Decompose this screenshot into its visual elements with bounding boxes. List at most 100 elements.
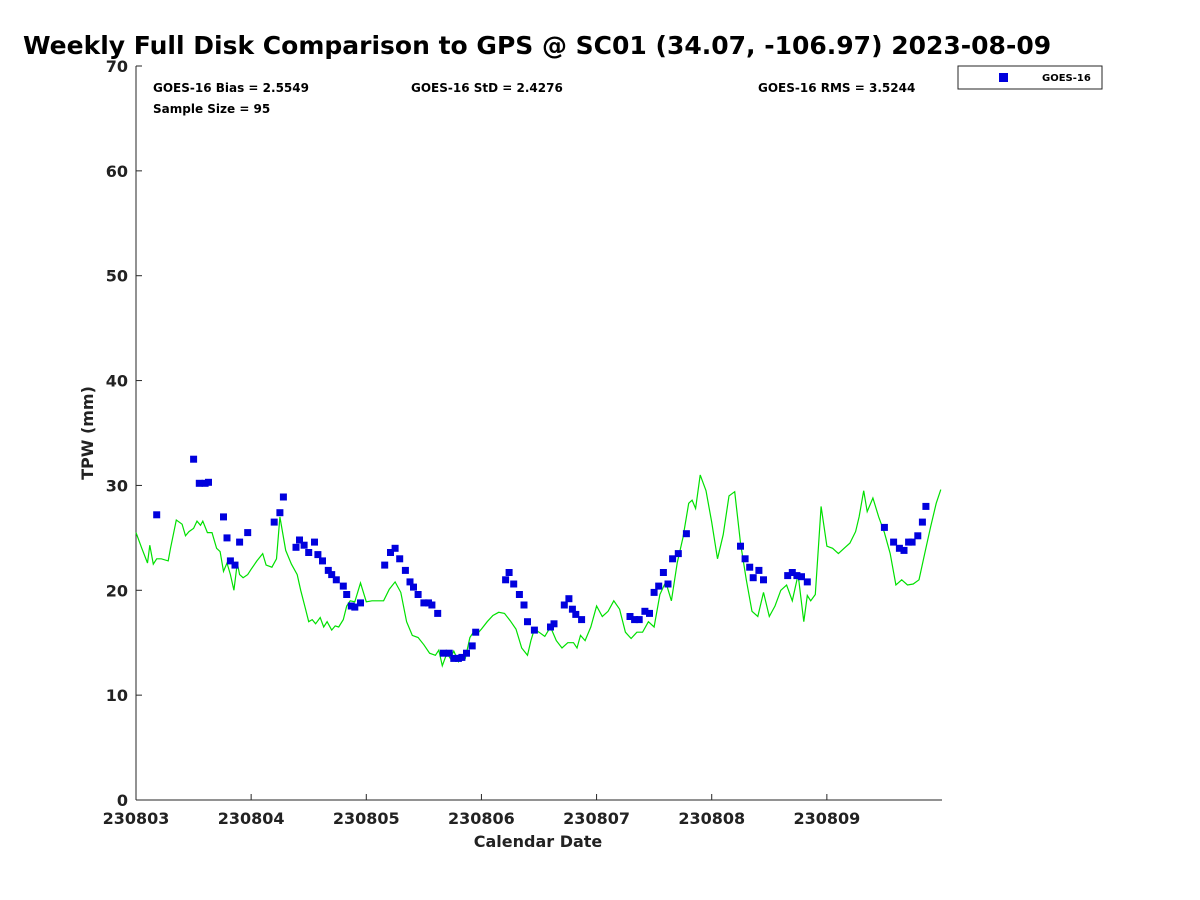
goes16-point (560, 601, 568, 609)
goes16-point (741, 555, 749, 563)
goes16-point (784, 572, 792, 580)
goes16-point (918, 518, 926, 526)
goes16-point (328, 571, 336, 579)
goes16-point (381, 561, 389, 569)
goes16-point (231, 561, 239, 569)
goes16-point (505, 569, 513, 576)
goes16-point (463, 649, 470, 657)
legend-marker-goes16 (999, 73, 1008, 82)
goes16-point (357, 599, 364, 607)
goes16-point (244, 529, 252, 537)
x-axis-label: Calendar Date (474, 832, 603, 851)
legend-label-goes16: GOES-16 (1042, 73, 1091, 84)
stat-sample-size: Sample Size = 95 (153, 102, 270, 116)
y-tick-label: 0 (117, 791, 128, 810)
goes16-point (914, 532, 922, 540)
goes16-point (646, 609, 653, 617)
goes16-point (319, 557, 326, 565)
goes16-point (458, 653, 466, 661)
goes16-point (798, 573, 805, 581)
x-tick-label: 230806 (448, 809, 515, 828)
goes16-point (468, 642, 476, 650)
x-tick-label: 230808 (678, 809, 745, 828)
goes16-point (550, 620, 558, 628)
goes16-point (803, 578, 811, 586)
y-tick-label: 30 (106, 476, 128, 495)
goes16-point (414, 591, 422, 598)
goes16-point (190, 455, 198, 463)
goes16-point (296, 536, 303, 544)
goes16-point (749, 574, 757, 582)
goes16-point (339, 582, 347, 590)
goes16-point (565, 595, 573, 603)
stat-bias: GOES-16 Bias = 2.5549 (153, 81, 309, 95)
goes16-point (659, 569, 667, 576)
stat-rms: GOES-16 RMS = 3.5244 (758, 81, 915, 95)
goes16-point (922, 502, 930, 510)
goes16-point (515, 591, 523, 598)
goes16-point (890, 538, 898, 546)
goes16-point (276, 509, 284, 517)
goes16-point (450, 654, 458, 662)
goes16-point (788, 569, 796, 576)
goes16-point (524, 618, 531, 626)
goes16-point (572, 610, 580, 618)
goes16-point (292, 543, 300, 551)
goes16-point (520, 601, 528, 609)
goes16-point (510, 580, 518, 588)
goes16-point (880, 523, 888, 531)
legend: GOES-16 (957, 65, 1103, 90)
goes16-point (391, 544, 399, 552)
goes16-point (472, 628, 480, 636)
y-tick-label: 10 (106, 686, 128, 705)
goes16-point (664, 580, 672, 588)
y-tick-label: 20 (106, 581, 128, 600)
goes16-point (674, 550, 682, 558)
goes16-point (236, 538, 244, 546)
goes16-point (530, 626, 538, 634)
goes16-point (305, 549, 313, 556)
goes16-point (270, 518, 278, 526)
goes16-point (351, 603, 359, 611)
x-tick-label: 230804 (218, 809, 285, 828)
goes16-point (343, 591, 351, 598)
goes16-point (311, 538, 318, 546)
goes16-point (650, 588, 658, 596)
goes16-point (655, 582, 663, 590)
y-ticks: 0 10 20 30 40 50 60 70 (106, 57, 142, 810)
goes16-point (760, 576, 767, 584)
x-tick-label: 230809 (793, 809, 860, 828)
chart-title: Weekly Full Disk Comparison to GPS @ SC0… (23, 31, 1051, 60)
goes16-point (737, 542, 744, 550)
goes16-point (153, 511, 161, 519)
goes16-point (641, 607, 649, 615)
goes16-point (410, 583, 417, 591)
goes16-point (908, 538, 916, 546)
y-tick-label: 40 (106, 372, 128, 391)
goes16-point (428, 601, 436, 609)
y-tick-label: 50 (106, 267, 128, 286)
goes16-point (279, 493, 287, 501)
goes16-point (895, 544, 903, 552)
goes16-point (439, 649, 447, 657)
goes16-point (195, 479, 203, 487)
x-ticks: 230803 230804 230805 230806 230807 230808 2308… (103, 794, 860, 828)
goes16-point (755, 566, 763, 574)
goes16-point (220, 513, 227, 521)
goes16-point (445, 649, 453, 657)
stat-std: GOES-16 StD = 2.4276 (411, 81, 563, 95)
goes16-point (387, 549, 394, 556)
goes16-point (434, 609, 442, 617)
goes16-point (420, 599, 428, 607)
y-tick-label: 70 (106, 57, 128, 76)
legend-box (957, 65, 1103, 90)
goes16-point (793, 572, 801, 580)
x-tick-label: 230803 (103, 809, 170, 828)
goes16-point (746, 563, 754, 571)
goes16-point (314, 551, 322, 559)
plot-area: 0 10 20 30 40 50 60 70 230803 230804 230805 230806… (103, 57, 942, 828)
goes16-point (406, 578, 414, 586)
goes16-point (578, 616, 586, 624)
goes16-point (401, 566, 409, 574)
